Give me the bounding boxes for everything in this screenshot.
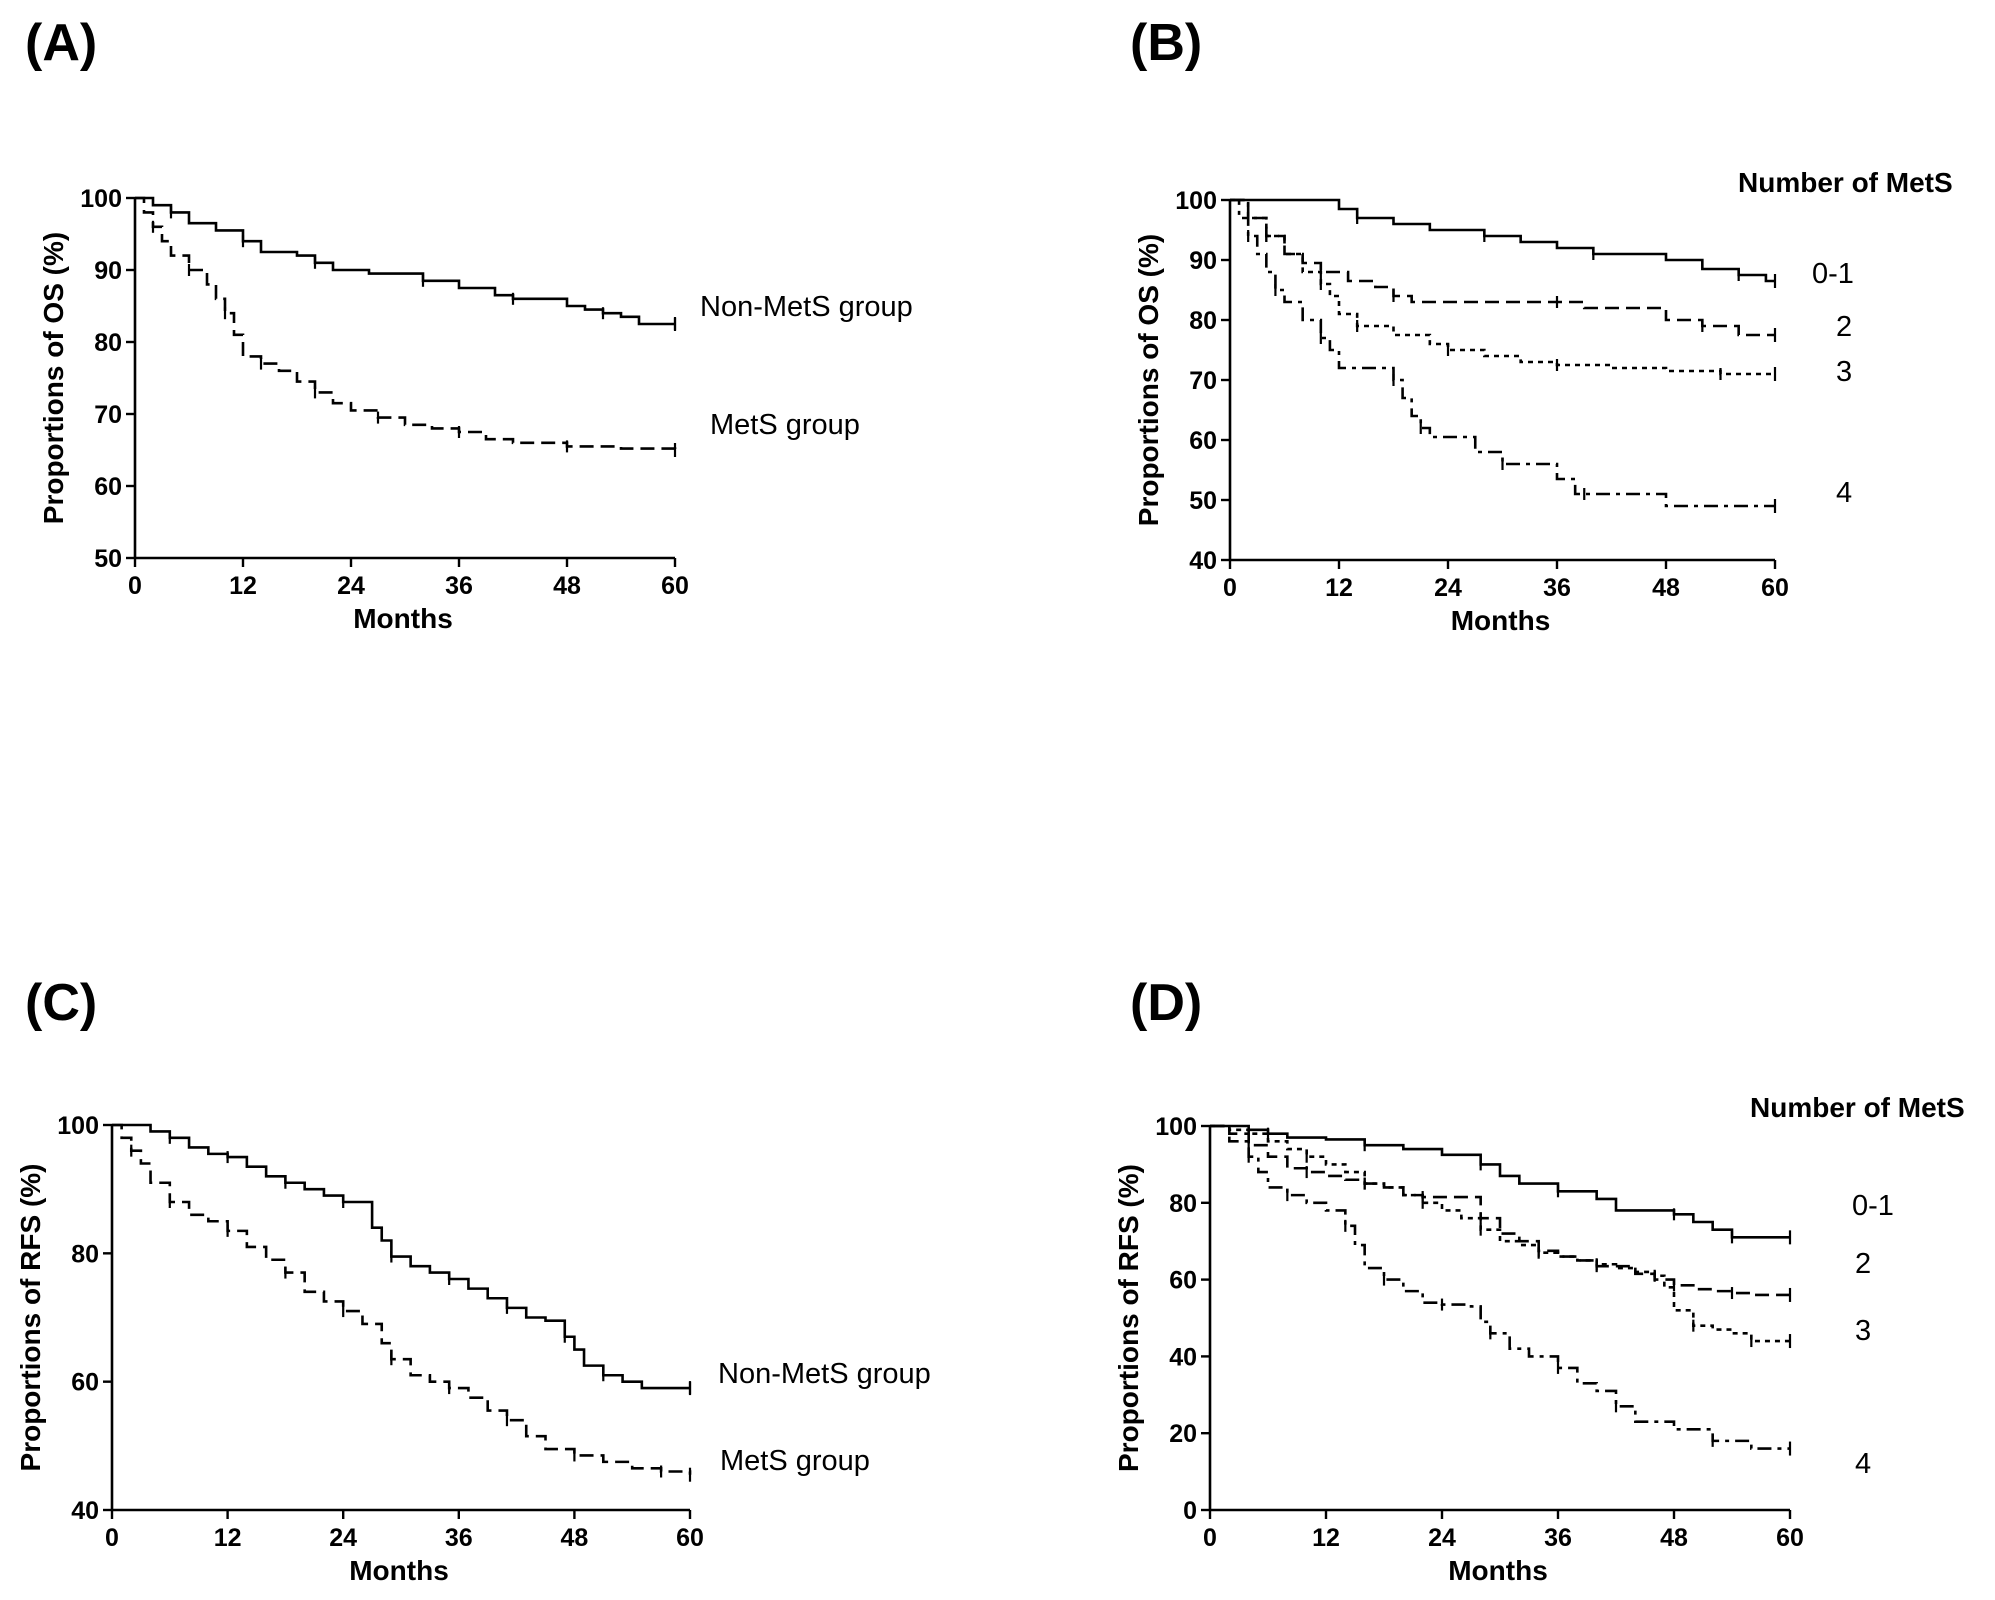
x-tick-label: 36 [445, 572, 473, 600]
x-tick-label: 24 [1428, 1524, 1456, 1552]
x-tick-label: 60 [676, 1524, 704, 1552]
x-tick-label: 0 [1203, 1524, 1217, 1552]
survival-curve-non-mets-group [135, 196, 675, 326]
y-tick-label: 100 [1155, 1113, 1197, 1141]
panel-c: (C) 40 60 80 100 0 12 24 36 48 60 Months Proportions… [15, 974, 931, 1586]
x-tick-label: 36 [445, 1524, 473, 1552]
y-axis-title: Proportions of OS (%) [38, 232, 69, 524]
y-tick-label: 70 [94, 401, 122, 429]
y-tick-label: 60 [1189, 427, 1217, 455]
x-axis-title: Months [1448, 1555, 1548, 1586]
series-label: 3 [1855, 1315, 1871, 1347]
y-tick-label: 40 [71, 1497, 99, 1525]
y-tick-label: 40 [1189, 547, 1217, 575]
y-axis-title: Proportions of OS (%) [1133, 234, 1164, 526]
survival-curve-2 [1210, 1124, 1790, 1297]
survival-curve-0-1 [1210, 1124, 1790, 1239]
series-label: Non-MetS group [700, 291, 913, 323]
series-label: 0-1 [1812, 258, 1854, 290]
y-tick-label: 80 [94, 329, 122, 357]
legend-title: Number of MetS [1738, 167, 1953, 198]
x-tick-label: 60 [661, 572, 689, 600]
x-tick-label: 24 [329, 1524, 357, 1552]
survival-curve-0-1 [1230, 198, 1775, 283]
x-tick-label: 24 [337, 572, 365, 600]
x-tick-label: 24 [1434, 574, 1462, 602]
x-axis-title: Months [349, 1555, 449, 1586]
x-tick-label: 12 [1312, 1524, 1340, 1552]
y-tick-label: 80 [1189, 307, 1217, 335]
y-tick-label: 90 [94, 257, 122, 285]
x-tick-label: 0 [128, 572, 142, 600]
y-tick-label: 80 [1169, 1190, 1197, 1218]
x-tick-label: 0 [105, 1524, 119, 1552]
y-tick-label: 50 [1189, 487, 1217, 515]
x-axis-title: Months [1451, 605, 1551, 636]
series-label: 4 [1855, 1448, 1871, 1480]
survival-curve-2 [1230, 198, 1775, 337]
y-tick-label: 100 [1175, 187, 1217, 215]
x-axis-title: Months [353, 603, 453, 634]
x-tick-label: 12 [214, 1524, 242, 1552]
x-tick-label: 12 [1325, 574, 1353, 602]
panel-a: (A) 50 60 70 80 90 100 0 12 24 36 48 60 Months Proport… [25, 14, 913, 634]
y-axis-title: Proportions of RFS (%) [15, 1164, 46, 1472]
survival-curve-mets-group [112, 1123, 692, 1475]
survival-curve-mets-group [135, 196, 677, 450]
y-tick-label: 70 [1189, 367, 1217, 395]
y-tick-label: 60 [94, 473, 122, 501]
panel-label: (C) [25, 974, 97, 1032]
x-tick-label: 48 [1652, 574, 1680, 602]
series-label: 4 [1836, 477, 1852, 509]
series-label: Non-MetS group [718, 1358, 931, 1390]
panel-label: (D) [1130, 974, 1202, 1032]
y-tick-label: 60 [1169, 1267, 1197, 1295]
x-tick-label: 48 [560, 1524, 588, 1552]
legend-title: Number of MetS [1750, 1092, 1965, 1123]
x-tick-label: 0 [1223, 574, 1237, 602]
survival-curve-non-mets-group [112, 1123, 690, 1390]
y-tick-label: 40 [1169, 1343, 1197, 1371]
y-tick-label: 80 [71, 1240, 99, 1268]
panel-label: (B) [1130, 14, 1202, 72]
y-tick-label: 90 [1189, 247, 1217, 275]
x-tick-label: 36 [1543, 574, 1571, 602]
x-tick-label: 48 [553, 572, 581, 600]
y-tick-label: 60 [71, 1369, 99, 1397]
y-axis-title: Proportions of RFS (%) [1113, 1164, 1144, 1472]
series-label: 3 [1836, 356, 1852, 388]
y-tick-label: 50 [94, 545, 122, 573]
series-label: MetS group [710, 409, 860, 441]
series-label: 0-1 [1852, 1190, 1894, 1222]
x-tick-label: 12 [229, 572, 257, 600]
series-label: 2 [1836, 311, 1852, 343]
y-tick-label: 0 [1183, 1497, 1197, 1525]
panel-label: (A) [25, 14, 97, 72]
x-tick-label: 60 [1761, 574, 1789, 602]
y-tick-label: 20 [1169, 1420, 1197, 1448]
survival-curve-3 [1210, 1124, 1790, 1343]
series-label: 2 [1855, 1248, 1871, 1280]
x-tick-label: 48 [1660, 1524, 1688, 1552]
y-tick-label: 100 [80, 185, 122, 213]
series-label: MetS group [720, 1445, 870, 1477]
survival-curve-3 [1230, 198, 1775, 376]
survival-curve-4 [1230, 198, 1775, 508]
x-tick-label: 36 [1544, 1524, 1572, 1552]
y-tick-label: 100 [57, 1112, 99, 1140]
x-tick-label: 60 [1776, 1524, 1804, 1552]
